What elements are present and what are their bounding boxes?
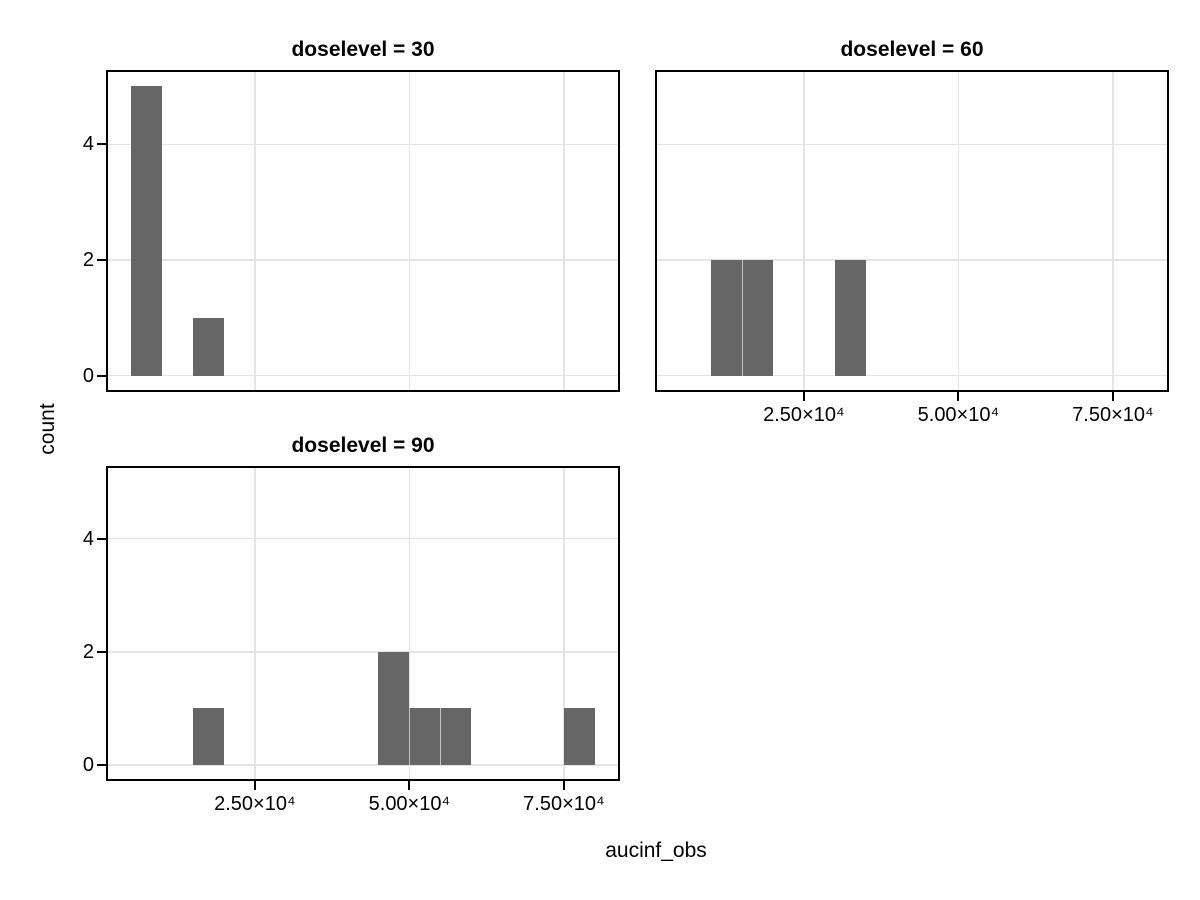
- y-gridline: [108, 374, 618, 377]
- y-gridline: [108, 143, 618, 146]
- x-tick-mark: [957, 392, 960, 401]
- y-tick-mark: [97, 374, 106, 377]
- histogram-bar: [440, 708, 472, 765]
- histogram-bar: [193, 317, 224, 376]
- facet-panel-doselevel-90: doselevel = 90 2.50×10⁴ 5.00×10⁴ 7.50×10⁴ 0 2…: [83, 434, 620, 815]
- x-gridline: [957, 72, 960, 390]
- facet-title: doselevel = 90: [291, 433, 435, 457]
- x-tick-mark: [1111, 392, 1114, 401]
- y-gridline: [108, 651, 618, 653]
- x-gridline: [563, 468, 565, 779]
- histogram-bar: [742, 259, 773, 376]
- x-tick-label: 5.00×10⁴: [368, 793, 451, 815]
- y-tick-label: 0: [82, 364, 94, 387]
- y-tick-label: 4: [82, 527, 94, 550]
- y-gridline: [657, 143, 1167, 146]
- y-gridline: [657, 374, 1167, 377]
- histogram-bar: [131, 86, 163, 376]
- histogram-bar: [563, 708, 595, 765]
- y-tick-label: 2: [82, 640, 94, 663]
- x-gridline: [408, 72, 411, 390]
- y-tick-label: 2: [82, 248, 94, 271]
- x-gridline: [254, 72, 256, 390]
- x-tick-mark: [802, 392, 805, 401]
- y-gridline: [108, 764, 618, 766]
- y-gridline: [108, 537, 618, 540]
- x-gridline: [1112, 72, 1114, 390]
- y-tick-mark: [97, 537, 106, 540]
- x-gridline: [254, 468, 256, 779]
- histogram-bar: [378, 651, 410, 765]
- facet-panel-doselevel-60: doselevel = 60 2.50×10⁴ 5.00×10⁴ 7.50×10⁴: [655, 38, 1169, 426]
- histogram-bar: [834, 259, 866, 376]
- x-gridline: [803, 72, 805, 390]
- facet-title: doselevel = 30: [291, 37, 435, 61]
- y-tick-mark: [97, 650, 106, 653]
- facet-title: doselevel = 60: [840, 37, 984, 61]
- y-tick-label: 4: [82, 133, 94, 156]
- y-tick-mark: [97, 143, 106, 146]
- x-gridline: [563, 72, 565, 390]
- facet-panel-doselevel-30: doselevel = 30 0 2 4: [83, 38, 620, 392]
- x-tick-label: 2.50×10⁴: [214, 793, 296, 815]
- histogram-bar: [193, 708, 224, 765]
- y-tick-mark: [97, 258, 106, 261]
- y-gridline: [108, 259, 618, 261]
- x-tick-label: 2.50×10⁴: [763, 404, 845, 426]
- x-tick-mark: [408, 781, 411, 790]
- histogram-bar: [711, 259, 742, 376]
- x-tick-mark: [562, 781, 565, 790]
- x-gridline: [408, 468, 411, 779]
- x-tick-label: 7.50×10⁴: [523, 793, 605, 815]
- y-tick-label: 0: [82, 753, 94, 776]
- y-tick-mark: [97, 763, 106, 766]
- y-axis-label: count: [36, 403, 59, 455]
- histogram-bar: [409, 708, 441, 765]
- x-tick-label: 7.50×10⁴: [1072, 404, 1154, 426]
- y-gridline: [657, 259, 1167, 261]
- x-tick-label: 5.00×10⁴: [917, 404, 1000, 426]
- x-tick-mark: [253, 781, 256, 790]
- x-axis-label: aucinf_obs: [605, 839, 707, 862]
